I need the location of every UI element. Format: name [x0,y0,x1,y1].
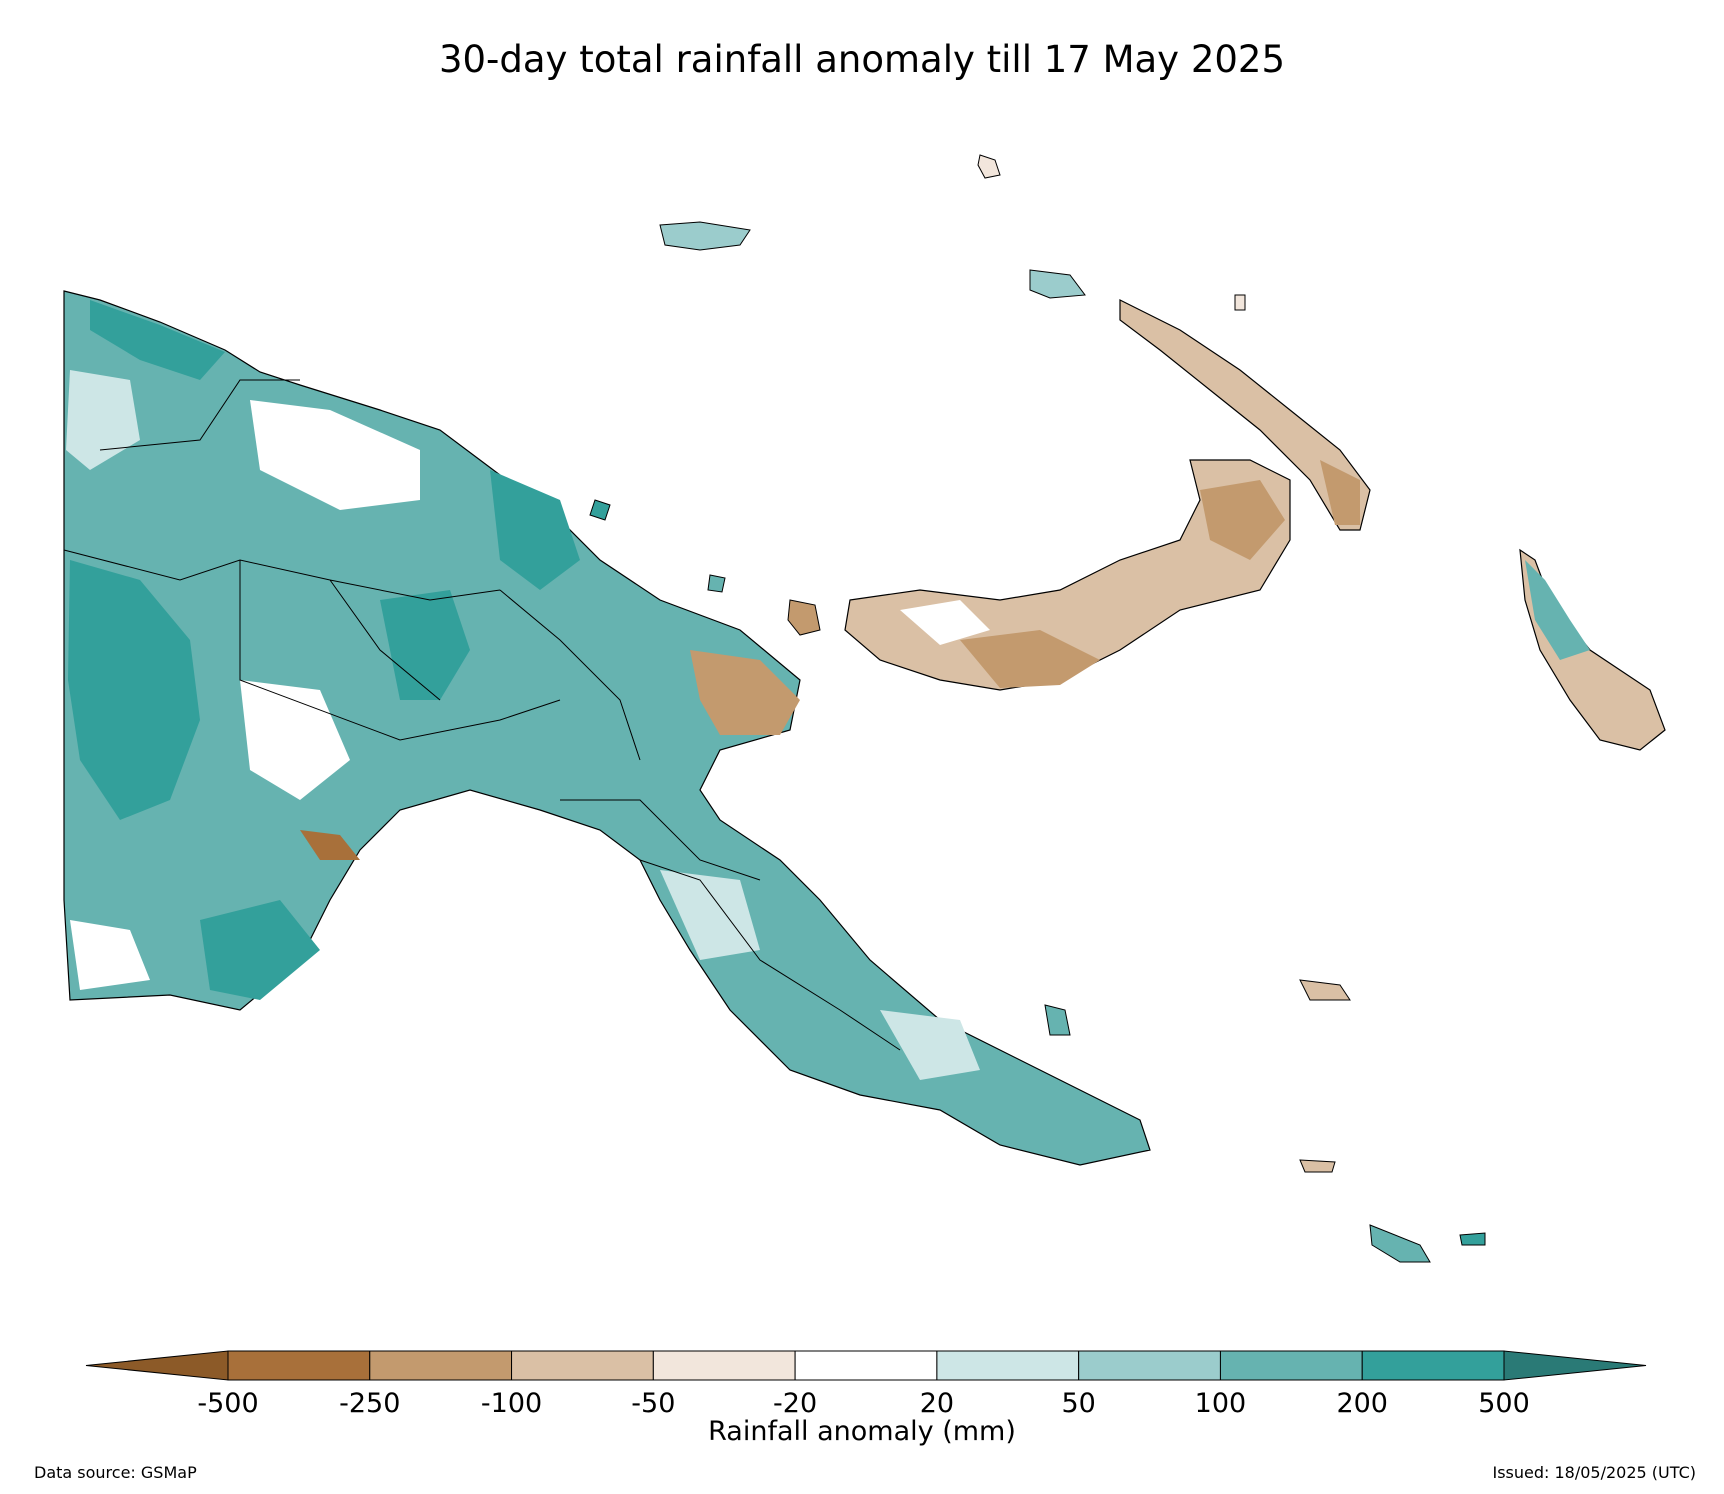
colorbar-tick-label: -50 [631,1388,676,1419]
new-ireland-drier-core [1320,460,1360,525]
mainland-high-anomaly-east [490,470,580,590]
colorbar-over-arrow [1503,1350,1647,1381]
colorbar-tick-label: -500 [197,1388,259,1419]
colorbar-under-arrow [85,1350,229,1381]
colorbar-label: Rainfall anomaly (mm) [708,1416,1016,1447]
colorbar-tick-label: 20 [919,1388,955,1419]
mainland-light-patch-5 [660,870,760,960]
mainland-dry-patch-east [690,650,800,735]
manus-island [659,221,751,251]
colorbar-tick-label: -100 [480,1388,543,1419]
umboi-island [707,574,726,593]
colorbar-tick-label: -250 [339,1388,401,1419]
new-britain-drier-core [960,630,1100,688]
normanby-island [1044,1004,1071,1036]
colorbar-segment [652,1350,796,1381]
mainland-landmass [63,290,1151,1166]
tagula-island [1459,1232,1486,1246]
new-ireland-island [1119,299,1371,531]
mainland-light-patch-3 [240,680,350,800]
mussau-island [977,154,1001,179]
lihir-island [1234,294,1246,311]
province-borders [63,379,901,1051]
rossel-island [1369,1224,1431,1263]
mainland-dry-patch-south [300,830,360,860]
colorbar-segment [227,1350,371,1381]
mainland-light-patch-2 [250,400,420,510]
new-britain-light-patch [900,600,990,645]
colorbar-segment [1361,1350,1505,1381]
trobriand-island [1299,1159,1336,1173]
mainland-high-anomaly-north [90,300,225,380]
map-title: 30-day total rainfall anomaly till 17 Ma… [438,38,1286,81]
colorbar-segment [1219,1350,1363,1381]
colorbar-segment [369,1350,513,1381]
mainland-high-anomaly-center [380,590,470,700]
bougainville-wet-north [1525,560,1590,660]
issued-date-note: Issued: 18/05/2025 (UTC) [1492,1463,1696,1482]
long-island [787,599,821,636]
new-hanover-island [1029,269,1086,299]
mainland-high-anomaly-south [200,900,320,1000]
colorbar-tick-label: 200 [1336,1388,1388,1419]
colorbar-segment [511,1350,654,1381]
woodlark-island [1299,979,1351,1001]
new-britain-drier-east [1200,480,1285,560]
data-source-note: Data source: GSMaP [34,1463,197,1482]
colorbar-segment [936,1350,1080,1381]
rainfall-anomaly-map [63,154,1666,1263]
colorbar-tick-label: 500 [1478,1388,1530,1419]
karkar-island [589,499,611,521]
colorbar-tick-label: 50 [1061,1388,1096,1419]
mainland-light-patch-1 [66,370,140,470]
colorbar-segment [1078,1350,1221,1381]
colorbar-tick-label: 100 [1194,1388,1247,1419]
colorbar-tick-label: -20 [773,1388,818,1419]
mainland-light-patch-4 [70,920,150,990]
mainland-light-patch-6 [880,1010,980,1080]
mainland-high-anomaly-west [68,560,200,820]
colorbar-segment [794,1350,938,1381]
